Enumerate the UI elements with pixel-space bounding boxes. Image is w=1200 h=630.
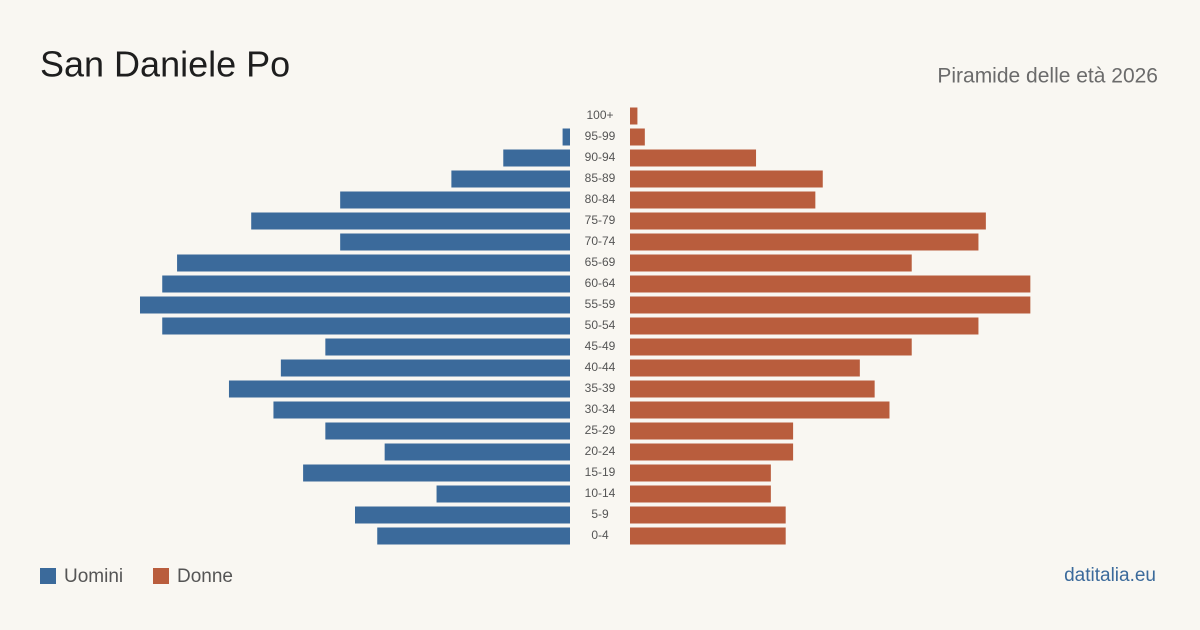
age-label: 60-64 <box>585 276 616 290</box>
bar-male <box>562 128 570 146</box>
age-label: 50-54 <box>585 318 616 332</box>
age-label: 95-99 <box>585 129 616 143</box>
bar-male <box>251 212 570 230</box>
bar-male <box>162 275 570 293</box>
bar-female <box>630 212 986 230</box>
bar-male <box>177 254 570 272</box>
chart-subtitle: Piramide delle età 2026 <box>937 65 1158 88</box>
age-label: 55-59 <box>585 297 616 311</box>
bar-male <box>325 338 570 356</box>
source: datitalia.eu <box>1064 565 1156 586</box>
age-label: 65-69 <box>585 255 616 269</box>
bar-female <box>630 338 912 356</box>
age-label: 30-34 <box>585 402 616 416</box>
age-label: 0-4 <box>591 528 609 542</box>
bar-female <box>630 401 890 419</box>
bar-male <box>325 422 570 440</box>
age-label: 90-94 <box>585 150 616 164</box>
bar-female <box>630 170 823 188</box>
bar-female <box>630 317 979 335</box>
age-label: 70-74 <box>585 234 616 248</box>
bar-female <box>630 422 794 440</box>
bar-female <box>630 275 1031 293</box>
age-label: 45-49 <box>585 339 616 353</box>
bar-male <box>384 443 570 461</box>
bar-male <box>228 380 570 398</box>
bar-female <box>630 233 979 251</box>
age-label: 75-79 <box>585 213 616 227</box>
bar-male <box>273 401 570 419</box>
bar-male <box>377 527 570 545</box>
bar-male <box>355 506 570 524</box>
age-label: 20-24 <box>585 444 616 458</box>
bar-female <box>630 506 786 524</box>
bar-female <box>630 191 816 209</box>
age-label: 80-84 <box>585 192 616 206</box>
bar-female <box>630 443 794 461</box>
legend-swatch <box>153 568 169 584</box>
age-label: 5-9 <box>591 507 609 521</box>
bar-male <box>436 485 570 503</box>
age-label: 40-44 <box>585 360 616 374</box>
age-label: 15-19 <box>585 465 616 479</box>
chart-title: San Daniele Po <box>40 44 290 85</box>
bar-female <box>630 296 1031 314</box>
legend-label: Uomini <box>64 566 123 587</box>
age-label: 10-14 <box>585 486 616 500</box>
age-label: 35-39 <box>585 381 616 395</box>
age-label: 100+ <box>586 108 613 122</box>
age-label: 85-89 <box>585 171 616 185</box>
legend-swatch <box>40 568 56 584</box>
bar-female <box>630 359 860 377</box>
bar-female <box>630 380 875 398</box>
bar-male <box>140 296 570 314</box>
bar-male <box>340 191 570 209</box>
bar-male <box>451 170 570 188</box>
bar-male <box>503 149 570 167</box>
bar-female <box>630 485 771 503</box>
bar-male <box>303 464 570 482</box>
legend-label: Donne <box>177 566 233 587</box>
bar-female <box>630 149 757 167</box>
bar-female <box>630 464 771 482</box>
bar-male <box>162 317 570 335</box>
age-label: 25-29 <box>585 423 616 437</box>
bar-female <box>630 128 645 146</box>
bar-female <box>630 254 912 272</box>
bar-male <box>280 359 570 377</box>
bar-female <box>630 107 638 125</box>
bar-female <box>630 527 786 545</box>
bar-male <box>340 233 570 251</box>
